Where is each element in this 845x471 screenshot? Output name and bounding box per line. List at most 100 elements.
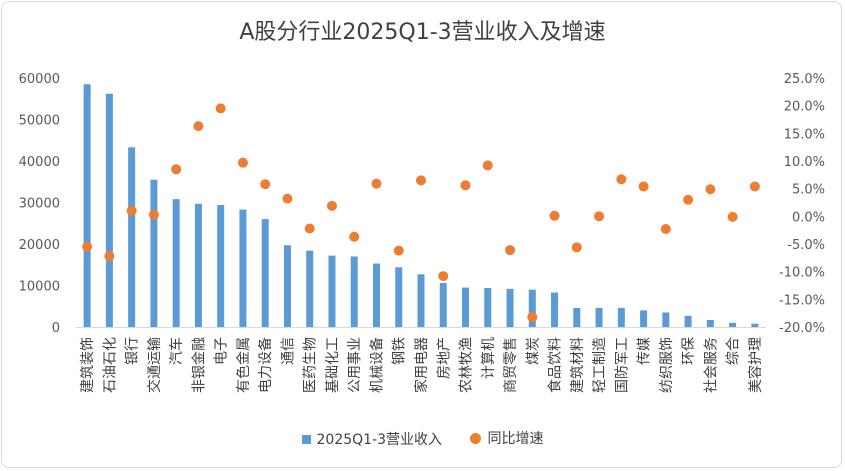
x-category-label: 基础化工 (324, 337, 341, 393)
dot-growth (237, 157, 248, 168)
x-category-label: 美容护理 (747, 337, 764, 393)
y-right-tick-label: 25.0% (784, 72, 825, 87)
bar-revenue (551, 292, 559, 327)
x-category-label: 轻工制造 (592, 337, 608, 393)
bar-revenue (217, 204, 225, 327)
dot-growth (282, 193, 293, 204)
x-category-label: 建筑装饰 (80, 337, 96, 393)
bar-revenue (684, 315, 692, 327)
bar-revenue (617, 307, 625, 327)
dot-growth (193, 121, 204, 132)
dot-growth (571, 242, 582, 253)
dot-growth (82, 241, 93, 252)
dot-growth (438, 271, 449, 282)
bar-revenue (729, 322, 737, 327)
x-category-label: 家用电器 (413, 337, 430, 393)
x-category-label: 公用事业 (347, 337, 363, 393)
x-category-label: 机械设备 (368, 337, 385, 393)
legend-item-revenue: 2025Q1-3营业收入 (301, 429, 443, 449)
legend-label-revenue: 2025Q1-3营业收入 (316, 432, 443, 448)
x-category-label: 纺织服饰 (659, 337, 675, 393)
bar-revenue (83, 84, 91, 327)
chart-legend: 2025Q1-3营业收入 同比增速 (0, 428, 845, 449)
legend-item-growth: 同比增速 (470, 428, 543, 448)
legend-swatch-dot (470, 432, 482, 444)
x-category-label: 通信 (280, 337, 296, 365)
y-right-tick-label: 0.0% (792, 210, 825, 225)
dot-growth (527, 312, 538, 323)
y-right-tick-label: 20.0% (784, 100, 825, 115)
x-category-label: 国防军工 (614, 337, 630, 393)
x-category-label: 计算机 (481, 337, 497, 379)
dot-growth (505, 245, 516, 256)
bar-revenue (172, 199, 180, 327)
dot-growth (371, 178, 382, 189)
y-right-tick-label: 15.0% (784, 127, 825, 142)
dot-growth (638, 181, 649, 192)
y-left-tick-label: 60000 (19, 72, 60, 87)
bar-revenue (573, 307, 581, 327)
x-category-label: 商贸零售 (503, 337, 519, 393)
x-category-label: 传媒 (637, 337, 653, 365)
dot-growth (416, 175, 426, 186)
dot-growth (660, 224, 671, 235)
bar-revenue (150, 179, 158, 327)
x-category-label: 社会服务 (703, 337, 719, 393)
bar-revenue (306, 250, 314, 327)
dot-growth (727, 211, 738, 222)
dot-growth (749, 181, 760, 192)
y-left-tick-label: 50000 (19, 114, 60, 129)
x-category-label: 食品饮料 (547, 337, 564, 393)
dot-growth (594, 211, 605, 222)
dot-growth (460, 180, 471, 191)
bar-revenue (372, 263, 380, 327)
dot-growth (326, 200, 337, 211)
y-right-tick-label: -20.0% (779, 321, 825, 336)
y-left-tick-label: 30000 (19, 197, 60, 212)
x-category-label: 非银金融 (191, 337, 207, 393)
bar-revenue (595, 307, 603, 327)
dot-growth (304, 223, 315, 234)
x-category-label: 石油石化 (102, 337, 118, 393)
dot-growth (482, 160, 493, 171)
dot-growth (215, 103, 226, 114)
x-category-label: 房地产 (436, 337, 452, 379)
x-category-label: 银行 (125, 337, 141, 365)
bar-revenue (350, 256, 358, 327)
dot-growth (616, 174, 627, 185)
y-left-tick-label: 40000 (19, 155, 60, 170)
legend-swatch-bar (301, 434, 311, 444)
chart-title: A股分行业2025Q1-3营业收入及增速 (239, 20, 606, 45)
bar-revenue (239, 209, 247, 327)
x-category-label: 交通运输 (146, 337, 163, 393)
bar-revenue (283, 245, 291, 327)
dot-growth (148, 209, 159, 220)
x-category-label: 有色金属 (235, 337, 252, 393)
x-category-label: 农林牧渔 (459, 337, 475, 393)
bar-revenue (528, 289, 536, 327)
y-left-tick-label: 10000 (19, 280, 60, 295)
dot-growth (104, 251, 115, 262)
x-category-label: 综合 (726, 337, 742, 365)
bar-revenue (662, 312, 670, 327)
legend-label-growth: 同比增速 (487, 431, 544, 447)
dot-growth (393, 245, 404, 256)
y-right-tick-label: 5.0% (792, 183, 825, 198)
bar-revenue (417, 274, 425, 327)
bar-revenue (105, 93, 113, 328)
bar-revenue (751, 323, 759, 327)
bar-revenue (462, 287, 470, 327)
bar-revenue (128, 147, 136, 327)
dot-growth (349, 231, 360, 242)
x-category-label: 环保 (681, 337, 697, 365)
bar-revenue (506, 288, 514, 327)
dot-growth (683, 194, 694, 205)
bar-revenue (439, 283, 447, 327)
dot-growth (549, 210, 560, 221)
dot-growth (171, 164, 182, 175)
x-category-label: 建筑材料 (570, 337, 586, 393)
x-category-label: 钢铁 (392, 337, 408, 365)
bar-revenue (328, 255, 336, 327)
y-right-tick-label: 10.0% (784, 155, 825, 170)
